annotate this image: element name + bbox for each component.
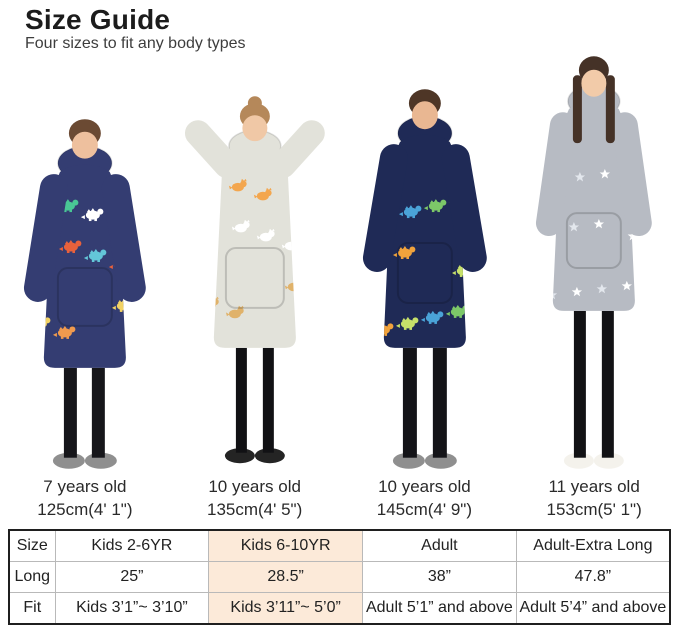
face xyxy=(581,69,607,97)
page-header: Size Guide Four sizes to fit any body ty… xyxy=(0,0,679,53)
slipper xyxy=(594,452,625,469)
size-table-wrap: Size Kids 2-6YR Kids 6-10YR Adult Adult-… xyxy=(0,525,679,625)
caption-age: 7 years old xyxy=(43,477,127,496)
cell-fit-kids-2-6: Kids 3’1”~ 3’10” xyxy=(54,592,210,625)
caption-height: 135cm(4' 5") xyxy=(206,500,303,519)
face xyxy=(242,115,268,142)
pants-leg xyxy=(432,347,447,458)
slipper xyxy=(564,452,595,469)
model-figure-2 xyxy=(170,53,340,473)
model-figure-4 xyxy=(509,53,679,473)
pants-leg xyxy=(91,367,105,458)
leggings-leg xyxy=(602,310,615,458)
table-row-size: Size Kids 2-6YR Kids 6-10YR Adult Adult-… xyxy=(8,529,671,562)
hoodie-sleeve xyxy=(612,112,653,237)
hoodie-body xyxy=(553,101,636,311)
hoodie-sleeve xyxy=(269,120,325,179)
caption-age: 11 years old xyxy=(548,477,640,496)
cell-fit-adult-extra-long: Adult 5’4” and above xyxy=(515,592,671,625)
model-photo-boy-green-dinosaur xyxy=(362,89,487,469)
cell-size-adult-extra-long: Adult-Extra Long xyxy=(515,529,671,562)
leggings-leg xyxy=(262,347,274,453)
models-row xyxy=(0,53,679,473)
model-caption-2: 10 years old 135cm(4' 5") xyxy=(170,475,340,525)
slipper xyxy=(254,448,285,464)
slipper xyxy=(424,452,457,469)
cell-long-kids-2-6: 25” xyxy=(54,561,210,593)
face xyxy=(411,101,438,130)
row-label-fit: Fit xyxy=(8,592,56,625)
caption-height: 125cm(4' 1") xyxy=(37,500,133,519)
slipper xyxy=(224,448,255,464)
model-caption-3: 10 years old 145cm(4' 9") xyxy=(340,475,510,525)
cell-long-adult: 38” xyxy=(362,561,517,593)
pants-leg xyxy=(402,347,417,458)
model-figure-3 xyxy=(340,53,510,473)
captions-row: 7 years old 125cm(4' 1") 10 years old 13… xyxy=(0,475,679,525)
hoodie-sleeve xyxy=(23,174,68,302)
hoodie-pocket xyxy=(566,212,623,269)
cell-size-kids-6-10: Kids 6-10YR xyxy=(208,529,363,562)
pants-leg xyxy=(63,367,77,458)
leggings-leg xyxy=(574,310,587,458)
page-subtitle: Four sizes to fit any body types xyxy=(25,35,246,52)
slipper xyxy=(392,452,425,469)
model-photo-girl-cat xyxy=(184,96,325,464)
face xyxy=(71,131,98,159)
cell-long-adult-extra-long: 47.8” xyxy=(515,561,671,593)
model-caption-1: 7 years old 125cm(4' 1") xyxy=(0,475,170,525)
hoodie-pocket xyxy=(224,247,285,309)
cell-size-adult: Adult xyxy=(362,529,517,562)
cell-size-kids-2-6: Kids 2-6YR xyxy=(54,529,210,562)
page-title: Size Guide xyxy=(25,4,171,35)
leggings-leg xyxy=(235,347,247,453)
hoodie-sleeve xyxy=(441,144,487,272)
caption-height: 153cm(5' 1") xyxy=(546,500,642,519)
caption-age: 10 years old xyxy=(378,477,471,496)
row-label-long: Long xyxy=(8,561,56,593)
size-table: Size Kids 2-6YR Kids 6-10YR Adult Adult-… xyxy=(8,529,671,625)
hoodie-pocket xyxy=(56,266,113,327)
hoodie-sleeve xyxy=(184,120,240,179)
hoodie-sleeve xyxy=(362,144,408,272)
hoodie-sleeve xyxy=(536,112,577,237)
cell-fit-adult: Adult 5’1” and above xyxy=(362,592,517,625)
hoodie-pocket xyxy=(396,242,453,304)
caption-height: 145cm(4' 9") xyxy=(376,500,472,519)
hair-strand xyxy=(573,75,583,144)
caption-age: 10 years old xyxy=(208,477,301,496)
model-caption-4: 11 years old 153cm(5' 1") xyxy=(509,475,679,525)
hoodie-body xyxy=(383,134,466,348)
cell-long-kids-6-10: 28.5” xyxy=(208,561,363,593)
model-figure-1 xyxy=(0,53,170,473)
table-row-fit: Fit Kids 3’1”~ 3’10” Kids 3’11”~ 5’0” Ad… xyxy=(8,592,671,625)
cell-fit-kids-6-10: Kids 3’11”~ 5’0” xyxy=(208,592,363,625)
hoodie-body xyxy=(213,147,296,348)
hair-strand xyxy=(606,75,616,144)
hoodie-sleeve xyxy=(101,174,146,302)
hoodie-body xyxy=(43,164,126,368)
table-row-long: Long 25” 28.5” 38” 47.8” xyxy=(8,561,671,593)
row-label-size: Size xyxy=(8,529,56,562)
model-photo-boy-dinosaur xyxy=(23,119,146,469)
model-photo-girl-star xyxy=(536,56,653,469)
